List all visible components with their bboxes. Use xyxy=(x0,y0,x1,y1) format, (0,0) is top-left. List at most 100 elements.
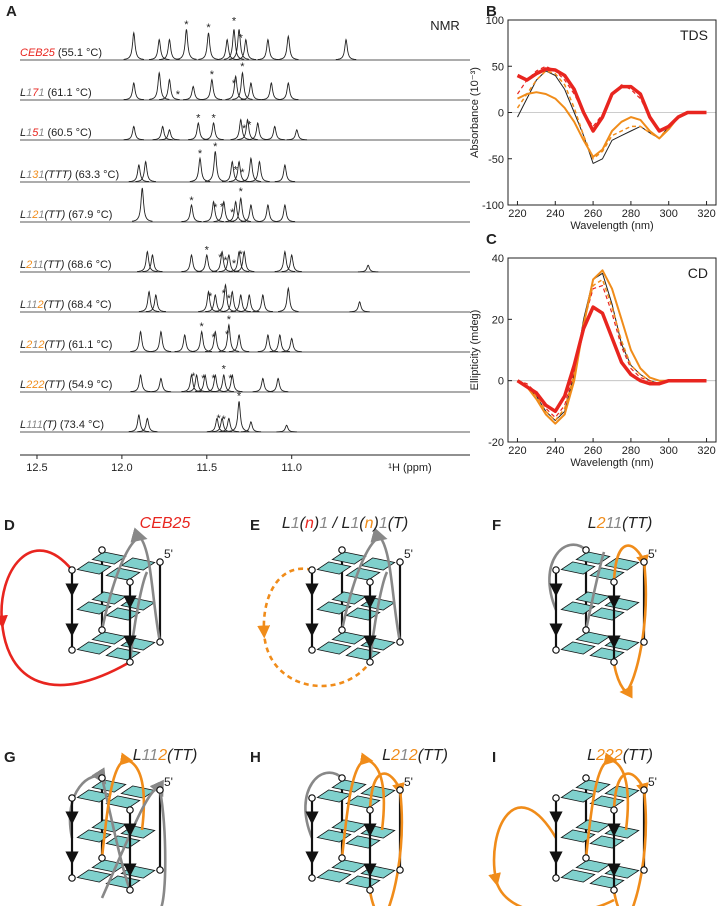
g-quartet-tile xyxy=(120,637,156,651)
peak xyxy=(228,250,250,273)
label-part: 1 xyxy=(350,515,359,532)
label-part: / L xyxy=(328,515,350,532)
loop xyxy=(0,549,131,687)
temperature: (55.1 °C) xyxy=(58,47,102,59)
strand-end xyxy=(366,578,374,586)
strand-end xyxy=(308,646,316,654)
peak xyxy=(228,401,250,432)
peak xyxy=(194,373,216,393)
peak xyxy=(240,203,262,223)
peak xyxy=(267,377,289,393)
asterisk: * xyxy=(208,291,213,303)
g-quartet-tile xyxy=(360,785,396,799)
g-quartet-tile xyxy=(604,557,640,571)
x-tick-label: 260 xyxy=(584,445,602,457)
label-part: L xyxy=(20,209,26,221)
strand-end xyxy=(98,774,106,782)
label: CEB25 xyxy=(140,515,191,532)
strand-end xyxy=(396,786,404,794)
peak xyxy=(228,29,250,60)
label: L211(TT) (68.6 °C) xyxy=(20,259,112,271)
peak xyxy=(203,121,224,141)
label-part: L xyxy=(20,169,26,181)
peak xyxy=(196,253,217,273)
strand-end xyxy=(338,854,346,862)
temperature: (68.6 °C) xyxy=(67,259,111,271)
strand-end xyxy=(308,874,316,882)
label-part: 1 xyxy=(32,339,38,351)
series-line xyxy=(517,91,707,158)
label-part: L xyxy=(588,515,597,532)
strand-end xyxy=(68,794,76,802)
label-part: 1 xyxy=(319,515,328,532)
strand-end xyxy=(126,886,134,894)
g-quartet-tile xyxy=(91,819,127,833)
label-part: CEB25 xyxy=(140,515,191,532)
y-tick-label: -50 xyxy=(488,154,504,166)
g-quartet-tile xyxy=(316,829,352,843)
g-quartet-tile xyxy=(345,795,381,809)
label-part: L xyxy=(20,379,26,391)
g-quartet-tile xyxy=(575,819,611,833)
x-tick-label: 300 xyxy=(660,445,678,457)
peak xyxy=(277,286,299,312)
asterisk: * xyxy=(176,89,181,101)
label-part: (TT) xyxy=(167,747,197,764)
strand-end xyxy=(366,806,374,814)
panel-label: E xyxy=(250,517,260,534)
strand-end xyxy=(308,794,316,802)
label: L222(TT) xyxy=(587,747,653,764)
y-axis-label: Ellipticity (mdeg) xyxy=(469,310,481,391)
peak xyxy=(274,163,296,183)
panel-label: A xyxy=(6,3,17,20)
g-quartet-tile xyxy=(575,631,611,645)
loop xyxy=(368,772,405,906)
peak xyxy=(278,81,299,101)
g-quartet-tile xyxy=(105,795,141,809)
g-quartet-tile xyxy=(331,631,367,645)
asterisk: * xyxy=(237,391,242,403)
asterisk: * xyxy=(198,148,203,160)
strand-end xyxy=(126,578,134,586)
peak xyxy=(148,38,170,61)
label-part: 1 xyxy=(38,209,44,221)
five-prime: 5' xyxy=(164,547,173,561)
label-part: 1 xyxy=(26,127,32,139)
peak xyxy=(252,293,273,313)
g4-diagram: 5' xyxy=(304,752,413,906)
series-line xyxy=(516,269,707,425)
peak xyxy=(286,128,307,141)
label-part: (TT) xyxy=(44,259,65,271)
temperature: (61.1 °C) xyxy=(48,87,92,99)
label-part: 2 xyxy=(157,747,167,764)
label: L121(TT) (67.9 °C) xyxy=(20,209,112,221)
x-tick-label: 320 xyxy=(697,208,715,220)
peak xyxy=(145,293,166,313)
label-part: 11 xyxy=(32,259,43,271)
peak xyxy=(249,160,270,183)
x-tick-label: 300 xyxy=(660,208,678,220)
label-part: 111 xyxy=(26,419,43,431)
peak xyxy=(240,156,262,182)
label-part: 7 xyxy=(32,87,39,99)
g-quartet-tile xyxy=(331,859,367,873)
strand-end xyxy=(68,566,76,574)
panel-label: D xyxy=(4,517,15,534)
x-tick-label: 240 xyxy=(546,445,564,457)
peak xyxy=(281,253,302,273)
peak xyxy=(222,373,243,393)
asterisk: * xyxy=(222,414,227,426)
label: L171 (61.1 °C) xyxy=(20,87,92,99)
nmr-title: NMR xyxy=(430,18,460,33)
g-quartet-tile xyxy=(76,869,112,883)
label-part: n xyxy=(365,515,374,532)
peak xyxy=(150,377,172,393)
y-tick-label: 20 xyxy=(492,314,504,326)
asterisk: * xyxy=(220,202,225,214)
peak xyxy=(264,125,285,141)
label-part: ( xyxy=(300,515,307,532)
panel-label: H xyxy=(250,749,261,766)
loop xyxy=(340,527,402,643)
peak xyxy=(235,38,257,61)
five-prime: 5' xyxy=(164,775,173,789)
